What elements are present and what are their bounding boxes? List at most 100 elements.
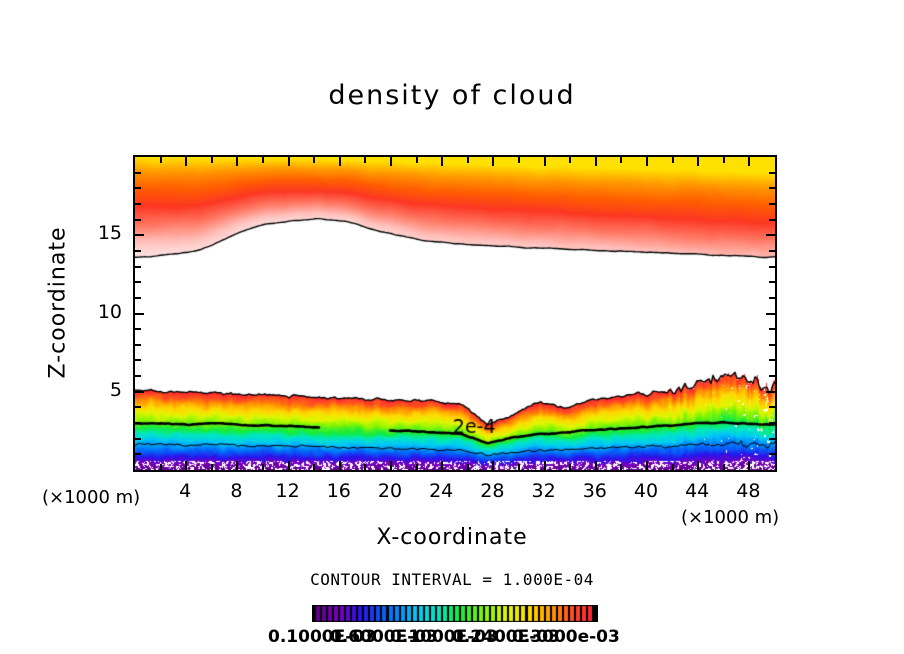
y-tick-15 <box>135 234 144 237</box>
x-tick-top-44 <box>697 157 700 166</box>
y-tick-right-11 <box>769 296 775 299</box>
x-tick-top-30 <box>518 157 520 163</box>
y-tick-7 <box>135 359 141 362</box>
x-tick-38 <box>620 464 623 470</box>
x-tick-top-6 <box>210 157 213 163</box>
x-tick-28 <box>492 461 495 470</box>
x-tick-18 <box>364 464 367 470</box>
y-tick-10 <box>135 312 144 315</box>
x-tick-top-2 <box>159 157 162 163</box>
x-tick-4 <box>185 461 188 470</box>
y-tick-right-17 <box>769 202 775 205</box>
x-tick-32 <box>543 461 546 470</box>
x-tick-top-40 <box>646 157 648 166</box>
x-tick-label-12: 12 <box>275 480 300 502</box>
y-tick-label-10: 10 <box>97 300 122 323</box>
plot-area <box>133 155 777 472</box>
x-tick-top-20 <box>390 157 392 166</box>
x-tick-36 <box>594 461 597 470</box>
y-tick-right-15 <box>766 234 775 237</box>
x-tick-label-40: 40 <box>633 480 659 502</box>
y-tick-14 <box>135 249 141 252</box>
x-tick-30 <box>518 464 520 470</box>
x-tick-label-48: 48 <box>736 480 761 502</box>
y-tick-right-16 <box>769 218 775 221</box>
colorbar-tick-label-3: 0.2400E-03 <box>452 627 560 647</box>
x-tick-10 <box>262 464 264 470</box>
x-tick-top-16 <box>338 157 341 166</box>
x-tick-top-26 <box>466 157 469 163</box>
y-tick-3 <box>135 422 141 425</box>
colorbar-tick-label-1: 0.6000E-03 <box>330 627 438 647</box>
y-tick-right-18 <box>769 187 775 190</box>
y-tick-right-12 <box>769 281 775 284</box>
y-tick-8 <box>135 343 141 346</box>
y-tick-label-15: 15 <box>97 222 122 245</box>
x-tick-top-22 <box>415 157 418 163</box>
y-tick-4 <box>135 406 141 409</box>
y-tick-right-5 <box>766 390 775 393</box>
x-tick-40 <box>646 461 648 470</box>
y-tick-right-13 <box>769 265 775 268</box>
x-tick-2 <box>159 464 162 470</box>
y-tick-right-9 <box>769 328 775 331</box>
x-tick-top-18 <box>364 157 367 163</box>
y-tick-right-10 <box>766 312 775 315</box>
x-tick-48 <box>748 461 751 470</box>
x-tick-top-46 <box>722 157 725 163</box>
y-tick-9 <box>135 328 141 331</box>
x-tick-top-24 <box>441 157 444 166</box>
colorbar-tick-labels: 0.1000E-03 0.6000E-03 0.1000E-03 0.2400E-03… <box>0 627 904 649</box>
x-tick-6 <box>210 464 213 470</box>
y-tick-6 <box>135 375 141 378</box>
x-tick-22 <box>415 464 418 470</box>
y-tick-right-14 <box>769 249 775 252</box>
colorbar-tick-label-0: 0.1000E-03 <box>268 627 376 647</box>
x-tick-label-16: 16 <box>326 480 351 502</box>
x-tick-top-36 <box>594 157 597 166</box>
contour-field <box>135 157 775 470</box>
x-tick-16 <box>338 461 341 470</box>
x-tick-top-38 <box>620 157 623 163</box>
x-tick-label-8: 8 <box>230 480 243 502</box>
x-tick-20 <box>390 461 392 470</box>
y-tick-13 <box>135 265 141 268</box>
x-tick-label-44: 44 <box>685 480 710 502</box>
y-tick-18 <box>135 187 141 190</box>
y-tick-label-5: 5 <box>109 378 122 401</box>
x-tick-14 <box>313 464 316 470</box>
chart-title: density of cloud <box>328 80 576 111</box>
y-tick-1 <box>135 453 141 456</box>
colorbar-tick-label-4: 0.3000e-03 <box>512 627 620 647</box>
y-tick-right-8 <box>769 343 775 346</box>
y-tick-17 <box>135 202 141 205</box>
x-tick-top-48 <box>748 157 751 166</box>
x-tick-44 <box>697 461 700 470</box>
x-tick-top-28 <box>492 157 495 166</box>
x-tick-label-24: 24 <box>429 480 454 502</box>
x-tick-8 <box>236 461 239 470</box>
y-axis-title: Z-coordinate <box>45 226 71 379</box>
colorbar-canvas <box>312 605 598 622</box>
x-tick-label-20: 20 <box>377 480 403 502</box>
y-tick-2 <box>135 437 141 440</box>
x-tick-42 <box>671 464 674 470</box>
colorbar <box>312 605 598 622</box>
x-tick-top-34 <box>569 157 572 163</box>
x-tick-26 <box>466 464 469 470</box>
y-tick-19 <box>135 171 141 174</box>
x-tick-top-4 <box>185 157 188 166</box>
x-axis-title: X-coordinate <box>376 525 528 550</box>
y-tick-12 <box>135 281 141 284</box>
x-tick-34 <box>569 464 572 470</box>
x-tick-24 <box>441 461 444 470</box>
x-tick-label-36: 36 <box>582 480 607 502</box>
x-tick-46 <box>722 464 725 470</box>
x-tick-top-8 <box>236 157 239 166</box>
y-tick-11 <box>135 296 141 299</box>
colorbar-tick-label-2: 0.1000E-03 <box>390 627 498 647</box>
x-tick-top-10 <box>262 157 264 163</box>
y-tick-right-6 <box>769 375 775 378</box>
x-tick-label-4: 4 <box>179 480 192 502</box>
y-tick-right-7 <box>769 359 775 362</box>
